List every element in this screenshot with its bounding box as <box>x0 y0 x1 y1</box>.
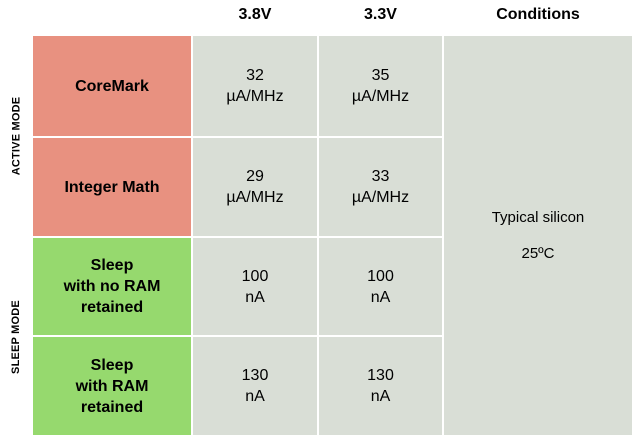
value-number: 33 <box>371 168 390 185</box>
row-label-line: retained <box>80 398 144 416</box>
side-label-active-text: ACTIVE MODE <box>10 96 22 176</box>
side-label-sleep-text: SLEEP MODE <box>10 299 22 374</box>
value-unit: µA/MHz <box>351 88 410 105</box>
value-cell: 29 µA/MHz <box>193 138 317 236</box>
side-label-active-mode: ACTIVE MODE <box>3 36 29 236</box>
value-unit: nA <box>245 388 265 405</box>
value-number: 100 <box>241 267 269 285</box>
value-number: 130 <box>367 367 394 384</box>
conditions-temperature: 25ºC <box>521 245 555 262</box>
value-number: 35 <box>371 67 390 84</box>
value-cell: 130 nA <box>193 337 317 435</box>
header-3-3v: 3.3V <box>364 6 397 23</box>
row-label-line: with no RAM <box>63 278 161 295</box>
row-label-sleep-with-ram: Sleep with RAM retained <box>33 337 191 435</box>
header-conditions: Conditions <box>496 6 580 23</box>
value-cell: 32 µA/MHz <box>193 36 317 136</box>
row-label-sleep-no-ram: Sleep with no RAM retained <box>33 238 191 335</box>
conditions-cell: Typical silicon 25ºC <box>444 36 632 435</box>
value-unit: nA <box>370 288 391 306</box>
row-label-coremark: CoreMark <box>33 36 191 136</box>
value-unit: µA/MHz <box>226 88 284 105</box>
value-cell: 100 nA <box>193 238 317 335</box>
row-label-line: Integer Math <box>64 178 160 196</box>
value-number: 32 <box>246 67 264 84</box>
value-cell: 130 nA <box>319 337 442 435</box>
row-label-line: retained <box>80 299 144 316</box>
value-number: 29 <box>246 168 264 185</box>
row-label-line: with RAM <box>75 377 149 395</box>
value-cell: 33 µA/MHz <box>319 138 442 236</box>
value-unit: µA/MHz <box>226 189 284 206</box>
conditions-silicon: Typical silicon <box>491 209 585 226</box>
row-label-line: CoreMark <box>75 77 149 95</box>
row-label-integer-math: Integer Math <box>33 138 191 236</box>
row-label-line: Sleep <box>90 356 134 374</box>
value-unit: nA <box>370 388 391 405</box>
header-3-8v: 3.8V <box>238 6 272 23</box>
value-cell: 35 µA/MHz <box>319 36 442 136</box>
value-number: 130 <box>241 367 269 384</box>
value-unit: µA/MHz <box>351 189 410 206</box>
row-label-line: Sleep <box>90 257 134 274</box>
value-number: 100 <box>367 267 394 285</box>
side-label-sleep-mode: SLEEP MODE <box>3 238 29 435</box>
value-cell: 100 nA <box>319 238 442 335</box>
value-unit: nA <box>245 288 265 306</box>
